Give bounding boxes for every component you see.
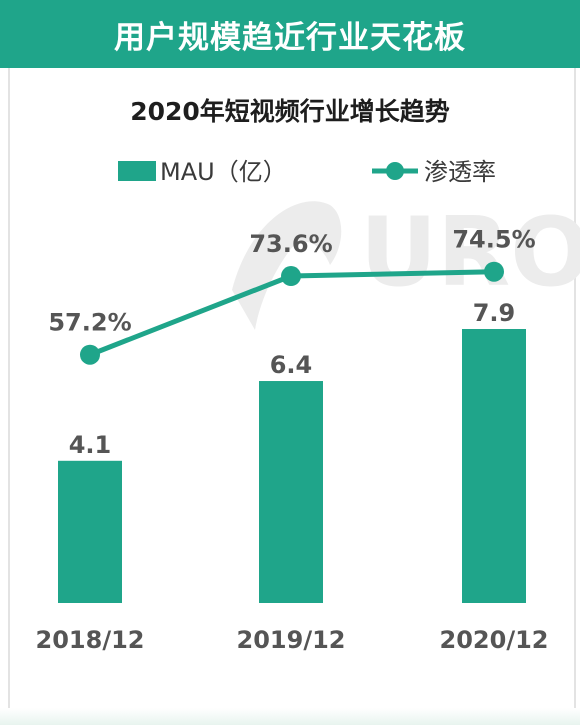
- watermark-logo-icon: [232, 201, 342, 330]
- legend-line-label: 渗透率: [424, 158, 496, 186]
- bar-value-label: 7.9: [473, 299, 516, 327]
- x-axis-ticks: 2018/12 2019/12 2020/12: [36, 626, 549, 654]
- legend-bar-swatch: [118, 161, 156, 181]
- legend-bar-label: MAU（亿）: [160, 158, 287, 186]
- line-point: [80, 344, 100, 365]
- x-tick-label: 2019/12: [237, 626, 346, 654]
- x-tick-label: 2018/12: [36, 626, 145, 654]
- bar: [58, 460, 122, 603]
- page-banner: 用户规模趋近行业天花板: [0, 0, 580, 68]
- line-point: [484, 261, 504, 282]
- bar-value-label: 6.4: [270, 351, 313, 379]
- banner-title: 用户规模趋近行业天花板: [114, 19, 466, 56]
- legend: MAU（亿） 渗透率: [118, 158, 496, 186]
- bar: [462, 329, 526, 603]
- line-value-label: 73.6%: [249, 230, 332, 258]
- line-value-label: 57.2%: [48, 309, 131, 337]
- watermark-text: URO: [360, 198, 580, 308]
- line-value-label: 74.5%: [452, 226, 535, 254]
- line-point: [281, 266, 301, 287]
- x-tick-label: 2020/12: [440, 626, 549, 654]
- bar-value-label: 4.1: [69, 431, 112, 459]
- bar: [259, 381, 323, 603]
- bar-series: 4.1 6.4 7.9: [58, 299, 526, 603]
- line-series: 57.2% 73.6% 74.5%: [48, 226, 536, 365]
- chart-title: 2020年短视频行业增长趋势: [130, 97, 450, 126]
- watermark: URO: [232, 198, 580, 330]
- legend-line-marker: [386, 162, 404, 180]
- bottom-decoration: [0, 708, 580, 725]
